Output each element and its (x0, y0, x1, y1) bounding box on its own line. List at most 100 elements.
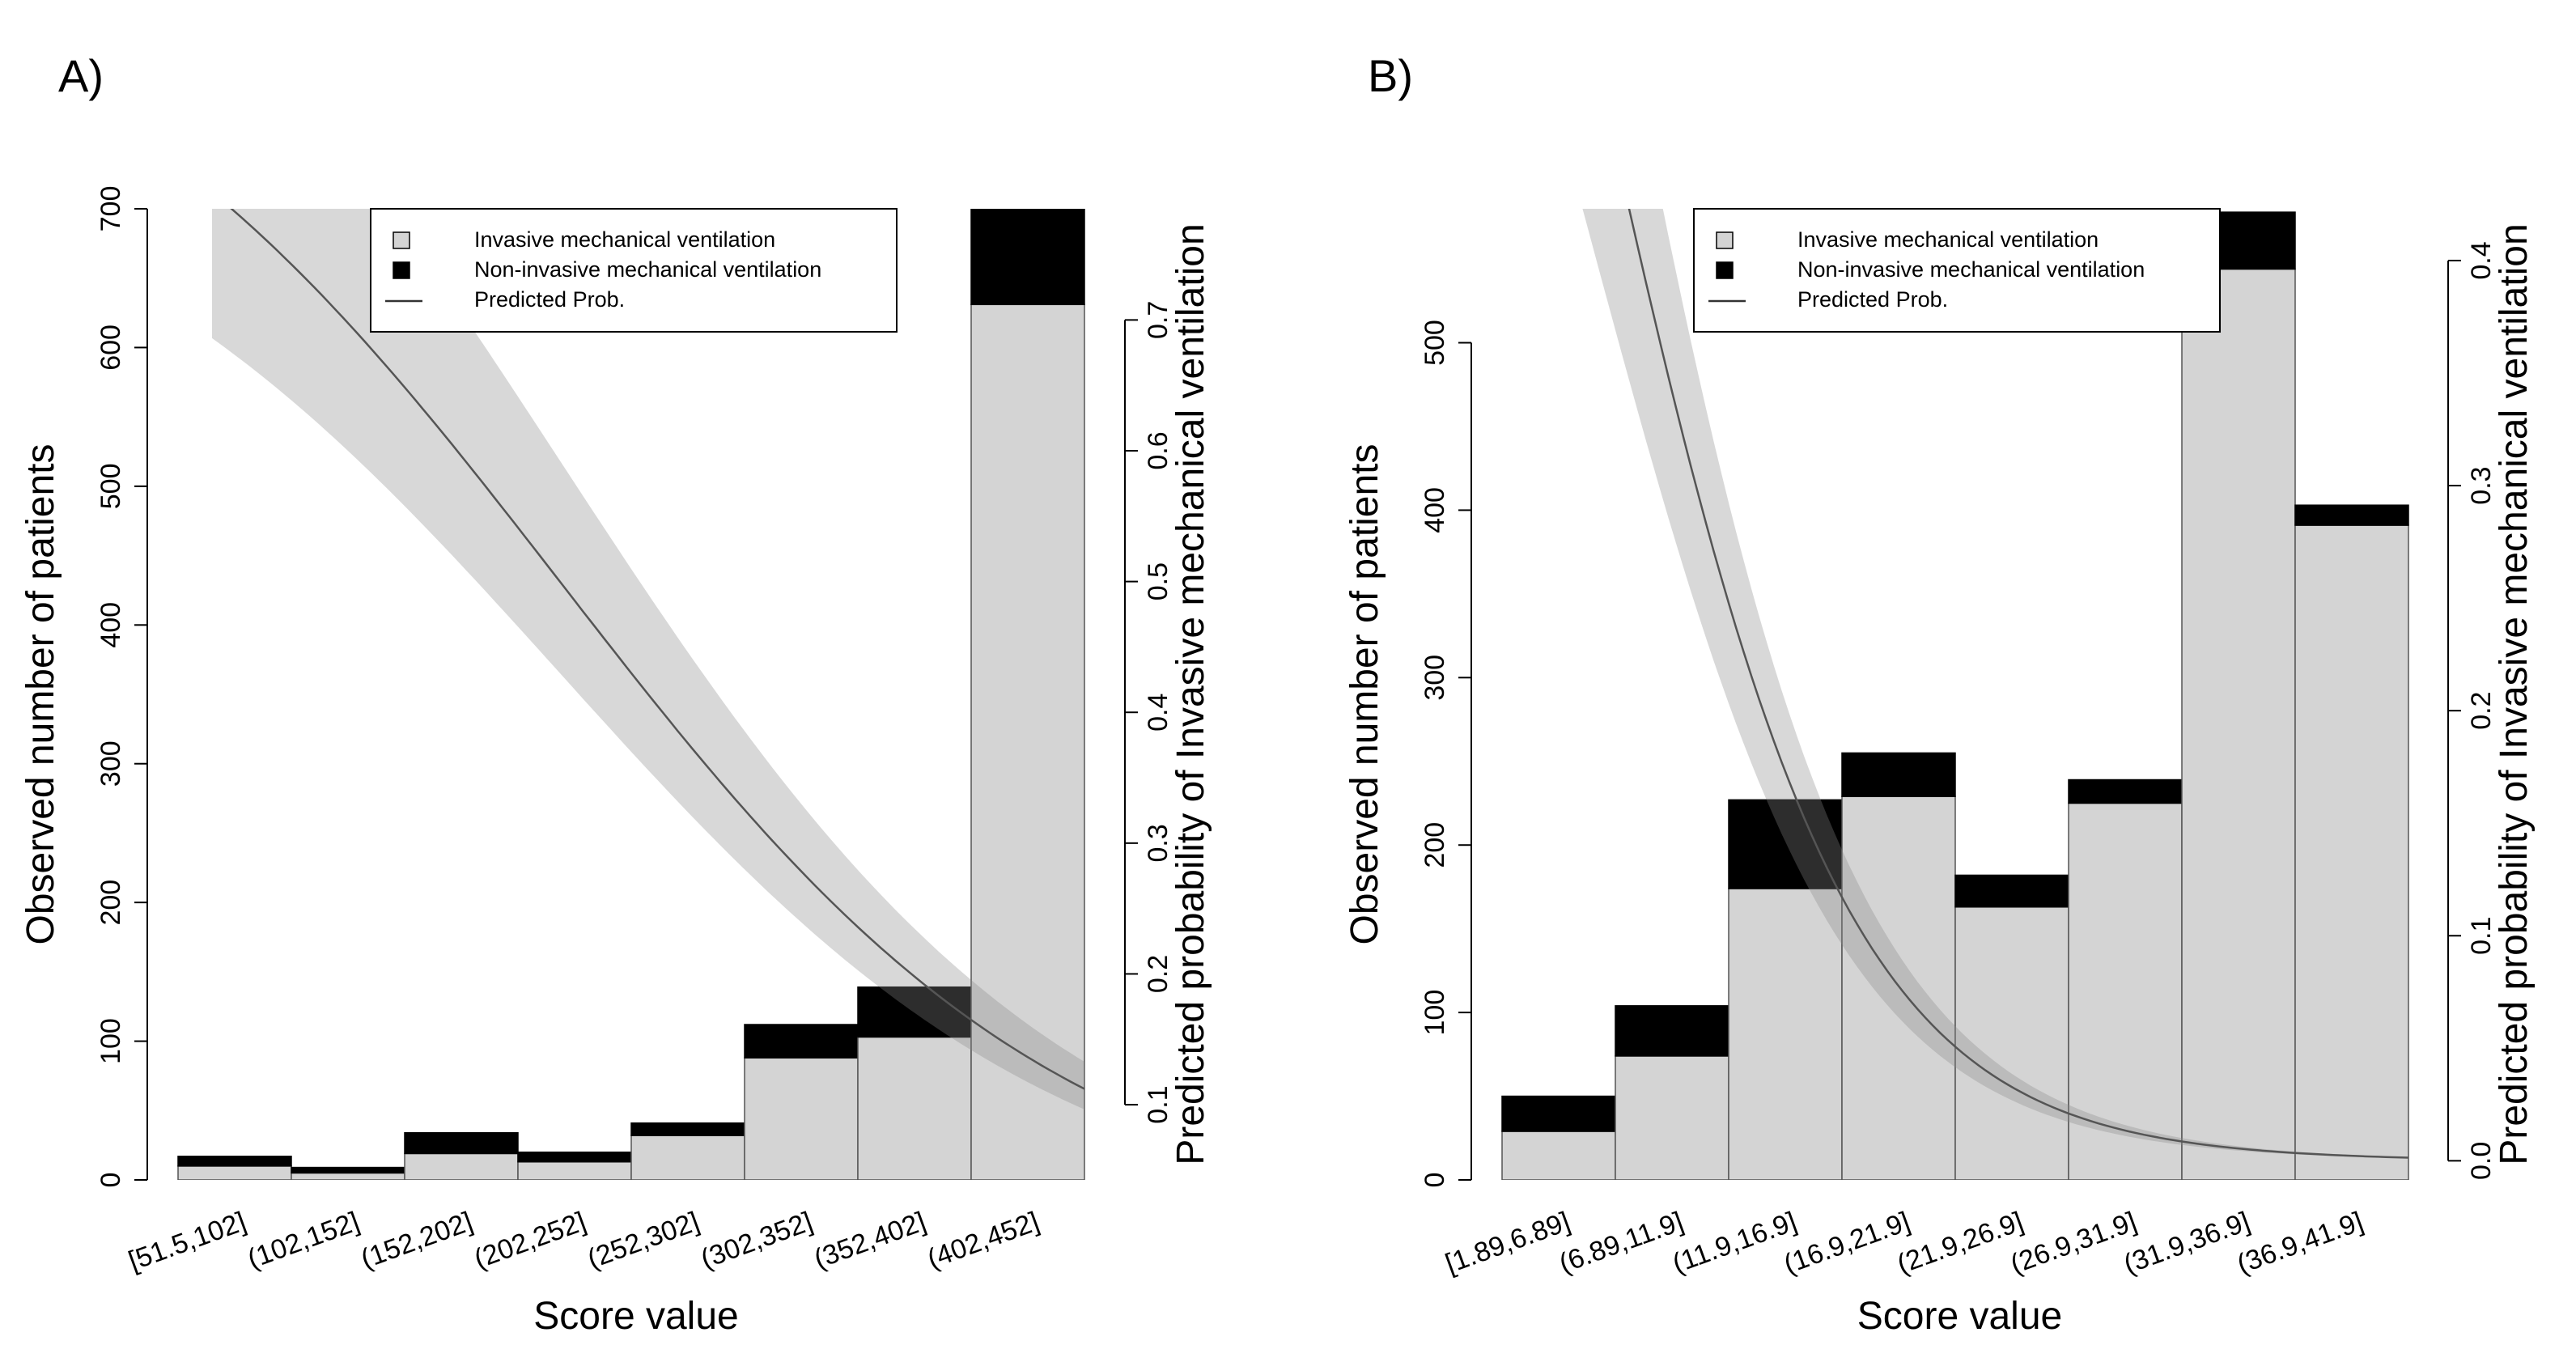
x-tick-label: [1.89,6.89] (1441, 1206, 1574, 1279)
y2-tick-label: 0.7 (1143, 301, 1173, 339)
y2-axis-title: Predicted probability of Invasive mechan… (2493, 223, 2536, 1165)
y2-tick-label: 0.4 (2466, 241, 2497, 279)
bar-non-invasive (2068, 779, 2183, 804)
bar-invasive (630, 1135, 745, 1180)
x-tick-label: (26.9,31.9] (2006, 1206, 2141, 1279)
bar-invasive (2294, 524, 2409, 1180)
y2-tick-label: 0.3 (1143, 824, 1173, 862)
x-tick-label: (352,402] (810, 1206, 930, 1275)
y-tick-label: 400 (1420, 487, 1450, 533)
y-tick-label: 700 (95, 186, 126, 232)
y-tick-label: 300 (1420, 655, 1450, 701)
bar-non-invasive (404, 1131, 519, 1155)
bar-non-invasive (744, 1024, 859, 1059)
x-tick-label: (31.9,36.9] (2120, 1206, 2254, 1279)
x-tick-label: (21.9,26.9] (1893, 1206, 2027, 1279)
chart-panel-b: B) 0 100 200 300 400 500 0.0 0.1 0.2 0.3 0.4 [1.89,6… (1343, 50, 2536, 1338)
predicted-prob-line (230, 209, 1085, 1090)
legend-swatch-non-invasive (393, 261, 410, 279)
bar-invasive (404, 1152, 519, 1180)
bar-non-invasive (630, 1122, 745, 1136)
y-tick-label: 0 (1420, 1173, 1450, 1188)
predicted-prob-line (1628, 209, 2409, 1159)
y-axis-title: Observed number of patients (19, 443, 62, 944)
legend-box (370, 208, 898, 333)
y-tick-label: 100 (95, 1018, 126, 1064)
legend-swatch-invasive (393, 231, 410, 249)
bar-non-invasive (2294, 504, 2409, 526)
y-tick-label: 500 (1420, 320, 1450, 366)
bar-non-invasive (1728, 799, 1843, 889)
x-tick-label: (16.9,21.9] (1780, 1206, 1914, 1279)
y-axis-title: Observed number of patients (1343, 443, 1386, 944)
confidence-band (1582, 209, 2408, 1159)
y2-tick-label: 0.6 (1143, 431, 1173, 469)
y2-tick-label: 0.4 (1143, 694, 1173, 732)
panel-label: A) (58, 50, 104, 101)
bar-invasive (177, 1165, 292, 1180)
y2-tick-label: 0.5 (1143, 562, 1173, 600)
y-tick-label: 100 (1420, 990, 1450, 1036)
legend: Invasive mechanical ventilation Non-invas… (1693, 208, 2221, 333)
x-axis-title: Score value (533, 1295, 738, 1338)
y-tick-label: 600 (95, 325, 126, 371)
y2-tick-label: 0.1 (1143, 1085, 1173, 1123)
legend: Invasive mechanical ventilation Non-invas… (370, 208, 898, 333)
y-tick-label: 500 (95, 463, 126, 509)
legend-label: Predicted Prob. (1797, 287, 1948, 312)
bar-non-invasive (1501, 1095, 1616, 1132)
bar-non-invasive (177, 1156, 292, 1167)
bar-non-invasive (1841, 752, 1956, 797)
confidence-band (212, 209, 1084, 1110)
x-tick-label: [51.5,102] (125, 1206, 250, 1276)
bar-invasive (1501, 1131, 1616, 1180)
x-tick-label: (152,202] (357, 1206, 477, 1275)
legend-label: Predicted Prob. (474, 287, 625, 312)
bar-invasive (857, 1036, 972, 1180)
bar-invasive (1615, 1055, 1729, 1180)
bar-invasive (1841, 796, 1956, 1180)
x-tick-label: (252,302] (584, 1206, 703, 1275)
bar-invasive (517, 1160, 632, 1180)
y-tick-label: 300 (95, 740, 126, 787)
y2-tick-label: 0.2 (2466, 692, 2497, 730)
bar-invasive (2068, 802, 2183, 1180)
x-axis-title: Score value (1857, 1295, 2062, 1338)
bar-non-invasive (1615, 1005, 1729, 1057)
y2-axis-title: Predicted probability of Invasive mechan… (1169, 223, 1212, 1165)
legend-swatch-non-invasive (1716, 261, 1734, 279)
bar-non-invasive (291, 1166, 405, 1174)
y2-tick-label: 0.3 (2466, 466, 2497, 504)
legend-label: Non-invasive mechanical ventilation (1797, 257, 2145, 282)
bar-non-invasive (857, 986, 972, 1038)
y2-tick-label: 0.2 (1143, 955, 1173, 993)
bar-non-invasive (970, 209, 1085, 306)
y-tick-label: 200 (95, 880, 126, 926)
legend-swatch-invasive (1716, 231, 1734, 249)
y-tick-label: 200 (1420, 822, 1450, 868)
panel-label: B) (1368, 50, 1413, 101)
x-tick-label: (11.9,16.9] (1669, 1206, 1801, 1279)
x-tick-label: (302,352] (697, 1206, 817, 1275)
x-tick-label: (402,452] (923, 1206, 1043, 1275)
bar-invasive (1954, 906, 2069, 1180)
bar-invasive (1728, 888, 1843, 1180)
y-tick-label: 0 (95, 1173, 126, 1188)
x-tick-label: (36.9,41.9] (2233, 1206, 2367, 1279)
legend-label: Invasive mechanical ventilation (474, 227, 775, 252)
chart-panel-a: A) 0 100 200 300 400 500 600 700 0.1 0.2 0.3 0.4 0.5 0… (19, 50, 1212, 1338)
x-tick-label: (202,252] (470, 1206, 590, 1275)
legend-label: Invasive mechanical ventilation (1797, 227, 2099, 252)
bar-non-invasive (1954, 874, 2069, 908)
bar-invasive (291, 1172, 405, 1180)
bar-invasive (2181, 268, 2296, 1180)
bar-invasive (744, 1057, 859, 1180)
x-tick-label: (6.89,11.9] (1555, 1206, 1687, 1279)
y-tick-label: 400 (95, 602, 126, 648)
y2-tick-label: 0.1 (2466, 917, 2497, 955)
y2-tick-label: 0.0 (2466, 1142, 2497, 1180)
x-tick-label: (102,152] (244, 1206, 363, 1275)
bars (1501, 211, 2409, 1180)
bar-non-invasive (517, 1151, 632, 1163)
